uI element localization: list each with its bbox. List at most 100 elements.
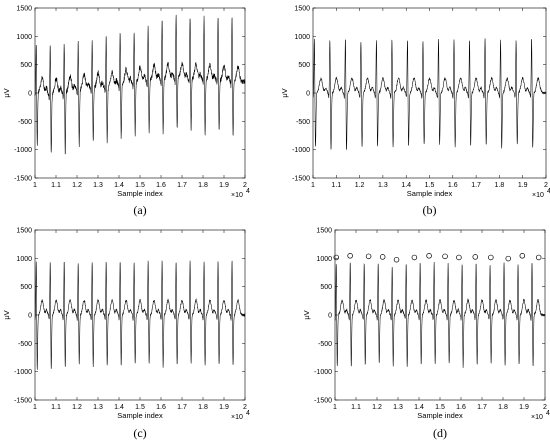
r-peak-marker xyxy=(535,254,542,261)
x-tick-label: 1 xyxy=(33,182,37,189)
chart-panel-b: 1 1.1 1.2 1.3 1.4 1.5 1.6 1.7 1.8 1.9 2 1500 1000 500… xyxy=(280,6,550,218)
x-exponent-power: 4 xyxy=(246,188,250,195)
x-tick-label: 1.8 xyxy=(198,182,208,189)
y-tick-label: -1500 xyxy=(14,398,32,405)
y-tick-label: 500 xyxy=(320,284,332,291)
y-tick-label: -1000 xyxy=(14,147,32,154)
x-tick-label: 1.4 xyxy=(414,404,424,411)
x-exponent-label: ×10 xyxy=(231,192,243,199)
x-tick-label: 1.7 xyxy=(471,182,481,189)
x-tick-label: 1.8 xyxy=(495,182,505,189)
x-tick-label: 1.9 xyxy=(219,182,229,189)
x-tick-label: 1.5 xyxy=(135,404,145,411)
y-tick-label: -1000 xyxy=(292,147,310,154)
x-tick-label: 1.7 xyxy=(177,182,187,189)
y-tick-label: -500 xyxy=(18,119,32,126)
x-tick-label: 1.9 xyxy=(518,182,528,189)
chart-panel-a: 1 1.1 1.2 1.3 1.4 1.5 1.6 1.7 1.8 1.9 2 1500 1000 500… xyxy=(2,6,250,218)
x-tick-label: 1.3 xyxy=(393,404,403,411)
y-tick-label: 0 xyxy=(28,91,32,98)
x-tick-label: 1.9 xyxy=(519,404,529,411)
x-tick-label: 1.2 xyxy=(372,404,382,411)
y-tick-label: -1500 xyxy=(14,176,32,183)
r-peak-marker xyxy=(519,253,526,259)
x-tick-label: 2 xyxy=(543,404,547,411)
x-tick-label: 1.3 xyxy=(378,182,388,189)
r-peak-marker xyxy=(347,253,353,259)
r-peak-marker xyxy=(505,255,512,262)
x-tick-label: 1.7 xyxy=(477,404,487,411)
y-tick-label: 1500 xyxy=(16,6,32,13)
x-exponent-power: 4 xyxy=(547,188,550,195)
y-tick-label: 1500 xyxy=(294,6,310,13)
x-tick-label: 1.6 xyxy=(456,404,466,411)
x-tick-label: 1.1 xyxy=(51,404,61,411)
x-tick-label: 1 xyxy=(333,404,337,411)
x-exponent-power: 4 xyxy=(246,410,250,417)
panel-label: (c) xyxy=(133,426,146,440)
plot-frame xyxy=(34,7,246,179)
x-tick-label: 1.4 xyxy=(114,404,124,411)
x-exponent-label: ×10 xyxy=(531,414,543,421)
x-exponent-label: ×10 xyxy=(231,414,243,421)
x-tick-label: 1 xyxy=(311,182,315,189)
x-tick-label: 1 xyxy=(33,404,37,411)
x-tick-label: 1.5 xyxy=(135,182,145,189)
x-tick-label: 1.5 xyxy=(425,182,435,189)
y-tick-label: 1000 xyxy=(294,34,310,41)
x-tick-label: 1.1 xyxy=(51,182,61,189)
x-tick-label: 1.2 xyxy=(355,182,365,189)
y-tick-label: 1000 xyxy=(16,256,32,263)
r-peak-marker xyxy=(426,253,432,259)
r-peak-marker xyxy=(442,253,448,260)
r-peak-marker xyxy=(472,254,479,260)
r-peak-marker xyxy=(488,254,494,261)
y-tick-label: 0 xyxy=(28,313,32,320)
x-axis-label: Sample index xyxy=(407,189,453,198)
y-tick-label: -500 xyxy=(296,119,310,126)
x-axis-label: Sample index xyxy=(117,411,163,420)
y-axis-label: μV xyxy=(280,88,289,97)
x-tick-label: 1.7 xyxy=(177,404,187,411)
r-peak-marker xyxy=(411,254,418,261)
x-tick-label: 1.3 xyxy=(93,182,103,189)
y-axis-label: μV xyxy=(302,310,311,319)
x-tick-label: 1.1 xyxy=(331,182,341,189)
r-peak-marker xyxy=(379,254,386,260)
x-tick-label: 1.2 xyxy=(72,182,82,189)
y-tick-label: 0 xyxy=(306,91,310,98)
x-tick-label: 1.5 xyxy=(435,404,445,411)
x-tick-label: 1.3 xyxy=(93,404,103,411)
r-peak-marker xyxy=(456,254,462,261)
r-peak-marker xyxy=(333,254,340,261)
y-tick-label: -1500 xyxy=(314,398,332,405)
panel-label: (a) xyxy=(133,203,146,217)
x-tick-label: 1.4 xyxy=(401,182,411,189)
y-axis-label: μV xyxy=(2,88,11,97)
y-tick-label: 1000 xyxy=(316,256,332,263)
x-tick-label: 2 xyxy=(243,182,247,189)
panel-label: (d) xyxy=(433,426,447,440)
x-tick-label: 2 xyxy=(544,182,548,189)
r-peak-marker xyxy=(365,253,372,260)
y-tick-label: -1000 xyxy=(314,369,332,376)
chart-panel-d: 1 1.1 1.2 1.3 1.4 1.5 1.6 1.7 1.8 1.9 2 1500 1000 500… xyxy=(302,228,550,441)
y-tick-label: -500 xyxy=(18,341,32,348)
y-tick-label: 1500 xyxy=(16,228,32,235)
x-exponent-power: 4 xyxy=(546,410,550,417)
x-axis-label: Sample index xyxy=(417,411,463,420)
x-tick-label: 2 xyxy=(243,404,247,411)
ecg-series-line xyxy=(34,14,246,155)
panel-label: (b) xyxy=(423,203,437,217)
y-tick-label: 0 xyxy=(328,313,332,320)
r-peak-marker xyxy=(393,256,400,263)
y-tick-label: -1500 xyxy=(292,176,310,183)
y-tick-label: -500 xyxy=(318,341,332,348)
x-axis-label: Sample index xyxy=(117,189,163,198)
y-tick-label: 500 xyxy=(298,62,310,69)
ecg-series-line xyxy=(312,38,547,150)
x-tick-label: 1.6 xyxy=(156,182,166,189)
chart-panel-c: 1 1.1 1.2 1.3 1.4 1.5 1.6 1.7 1.8 1.9 2 1500 1000 500… xyxy=(2,228,250,441)
y-axis-label: μV xyxy=(2,310,11,319)
x-tick-label: 1.6 xyxy=(448,182,458,189)
